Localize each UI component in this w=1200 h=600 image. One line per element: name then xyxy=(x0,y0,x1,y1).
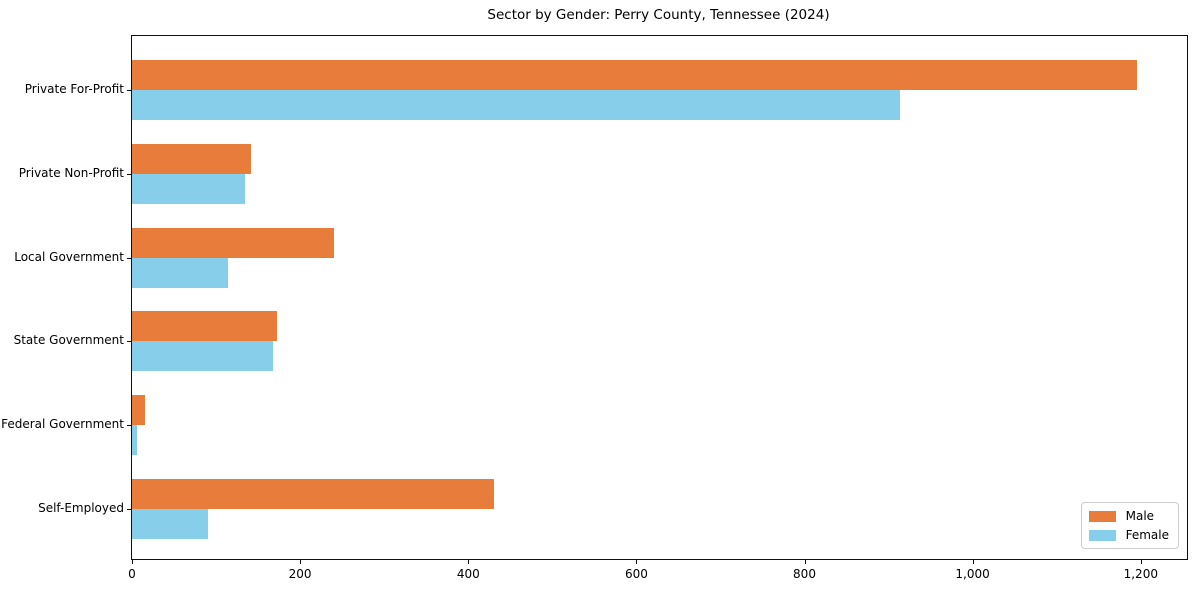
y-axis-tick-mark xyxy=(127,341,131,343)
legend-label-female: Female xyxy=(1125,528,1169,542)
x-axis-tick-label: 400 xyxy=(456,567,480,581)
x-axis-tick-label: 1,200 xyxy=(1123,567,1158,581)
x-axis-tick-label: 800 xyxy=(793,567,816,581)
bar-female-local-government xyxy=(132,257,228,288)
bar-male-self-employed xyxy=(132,479,494,509)
bar-female-private-for-profit xyxy=(132,90,900,120)
y-axis-tick-mark xyxy=(127,173,131,175)
y-category-label-federal-government: Federal Government xyxy=(1,417,124,432)
y-category-label-private-non-profit: Private Non-Profit xyxy=(18,165,124,180)
y-category-label-self-employed: Self-Employed xyxy=(38,501,124,515)
x-axis-tick-label: 200 xyxy=(288,567,312,581)
bar-male-federal-government xyxy=(132,395,145,426)
x-axis-tick-mark xyxy=(468,560,470,564)
x-axis-tick-mark xyxy=(636,560,638,564)
legend: Male Female xyxy=(1080,502,1179,549)
x-axis-tick-mark xyxy=(132,560,133,564)
chart-title: Sector by Gender: Perry County, Tennesse… xyxy=(487,7,830,23)
x-axis-tick-mark xyxy=(804,560,806,564)
y-axis-tick-mark xyxy=(127,509,131,510)
x-axis-tick-mark xyxy=(972,560,974,564)
x-axis-tick-mark xyxy=(300,560,302,564)
bar-male-private-for-profit xyxy=(132,60,1137,90)
legend-label-male: Male xyxy=(1125,509,1155,523)
y-category-label-local-government: Local Government xyxy=(14,249,124,264)
y-category-label-state-government: State Government xyxy=(13,333,124,348)
bar-female-state-government xyxy=(132,341,274,372)
bar-female-private-non-profit xyxy=(132,173,245,204)
bar-male-state-government xyxy=(132,311,278,342)
bar-male-private-non-profit xyxy=(132,143,251,174)
legend-entry-female: Female xyxy=(1088,528,1169,542)
bar-female-self-employed xyxy=(132,509,208,539)
x-axis-tick-mark xyxy=(1140,560,1142,564)
y-axis-tick-mark xyxy=(127,425,131,427)
bar-female-federal-government xyxy=(132,425,137,456)
x-axis-tick-label: 0 xyxy=(128,567,136,581)
y-axis-tick-mark xyxy=(127,90,131,91)
legend-swatch-female xyxy=(1088,529,1116,541)
plot-area: Male Female Private For-Profit Private Non… xyxy=(1,35,1188,581)
y-category-label-private-for-profit: Private For-Profit xyxy=(24,82,124,96)
bar-male-local-government xyxy=(132,227,334,258)
legend-swatch-male xyxy=(1088,510,1116,522)
x-axis-tick-label: 1,000 xyxy=(955,567,990,581)
x-axis-tick-label: 600 xyxy=(624,567,648,581)
legend-entry-male: Male xyxy=(1088,509,1169,523)
y-axis-tick-mark xyxy=(127,257,131,259)
